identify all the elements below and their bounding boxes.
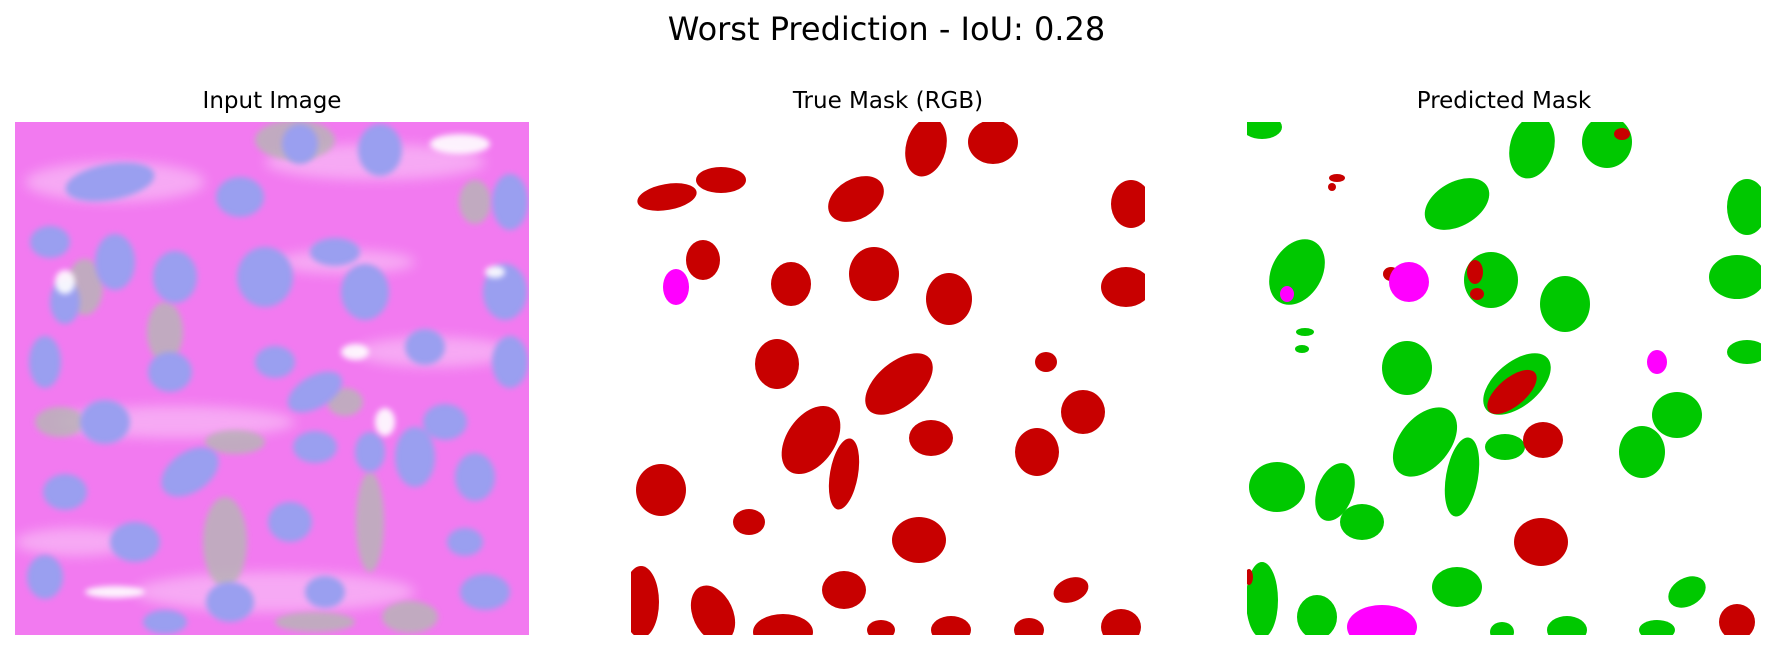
- predicted-mask-image: [1247, 122, 1761, 635]
- input-image: [15, 122, 529, 635]
- predicted-mask-title: Predicted Mask: [1416, 88, 1592, 114]
- input-image-panel: [15, 122, 529, 635]
- predicted-mask-panel: [1247, 122, 1761, 635]
- input-image-title: Input Image: [202, 88, 342, 114]
- figure-title: Worst Prediction - IoU: 0.28: [667, 10, 1106, 48]
- true-mask-image: [631, 122, 1145, 635]
- true-mask-title: True Mask (RGB): [792, 88, 984, 114]
- true-mask-panel: [631, 122, 1145, 635]
